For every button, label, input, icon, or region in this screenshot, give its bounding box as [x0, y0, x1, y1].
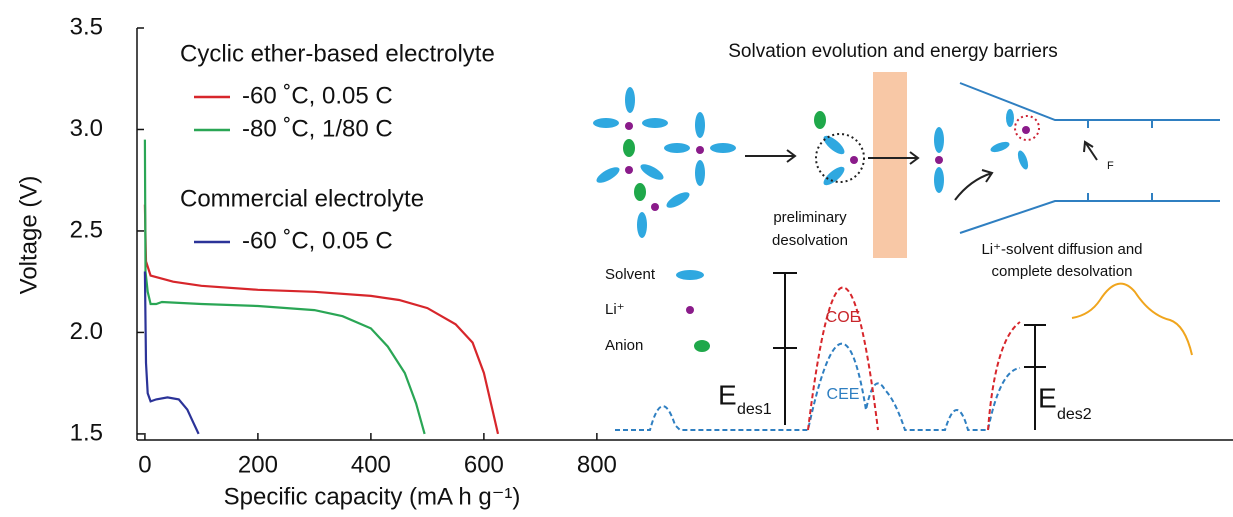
- series-line: [143, 204, 500, 435]
- x-tick-label: 600: [464, 451, 504, 478]
- arrows: [745, 140, 1098, 201]
- cluster: [593, 87, 1030, 352]
- y-tick-label: 2.5: [70, 216, 103, 243]
- li-shell: [1014, 115, 1040, 141]
- diagram-title: Solvation evolution and energy barriers: [728, 41, 1058, 62]
- x-axis-label: Specific capacity (mA h g⁻¹): [224, 483, 521, 510]
- legend-label: -60 ˚C, 0.05 C: [242, 82, 393, 109]
- legend-label: -60 ˚C, 0.05 C: [242, 227, 393, 254]
- energy-label: E: [718, 379, 737, 410]
- y-tick-label: 3.0: [70, 115, 103, 142]
- energy-subscript: des2: [1057, 406, 1092, 423]
- series-line: [143, 139, 426, 435]
- energy-label: E: [1038, 382, 1057, 413]
- coe-label: COE: [826, 309, 861, 326]
- diagram-label: desolvation: [772, 232, 848, 249]
- x-tick-label: 400: [351, 451, 391, 478]
- key-label: Solvent: [605, 266, 656, 283]
- energy-curve: [1071, 282, 1193, 356]
- channel: [959, 82, 1220, 234]
- key-label: Anion: [605, 337, 643, 354]
- x-tick-label: 0: [138, 451, 151, 478]
- diagram-label: complete desolvation: [992, 263, 1133, 280]
- x-tick-label: 800: [577, 451, 617, 478]
- energy-subscript: des1: [737, 401, 772, 418]
- energy-bars: [773, 272, 1046, 430]
- diagram-label: Li⁺-solvent diffusion and: [981, 241, 1142, 258]
- barrier: [873, 72, 907, 258]
- y-tick-label: 2.0: [70, 318, 103, 345]
- diagram-label: preliminary: [773, 209, 847, 226]
- legend-label: -80 ˚C, 1/80 C: [242, 115, 393, 142]
- legend-group-title: Cyclic ether-based electrolyte: [180, 40, 495, 67]
- cee-label: CEE: [827, 386, 860, 403]
- key-label: Li⁺: [605, 301, 625, 318]
- solvation-shell: [815, 133, 865, 183]
- y-tick-label: 1.5: [70, 419, 103, 446]
- legend-group-title: Commercial electrolyte: [180, 185, 424, 212]
- y-axis-label: Voltage (V): [15, 176, 42, 295]
- diagram: Solvation evolution and energy barriers …: [593, 41, 1220, 431]
- y-tick-label: 3.5: [70, 13, 103, 40]
- x-tick-label: 200: [238, 451, 278, 478]
- force-label: F: [1107, 160, 1114, 172]
- series-line: [143, 271, 200, 435]
- energy-profile: [615, 286, 1021, 431]
